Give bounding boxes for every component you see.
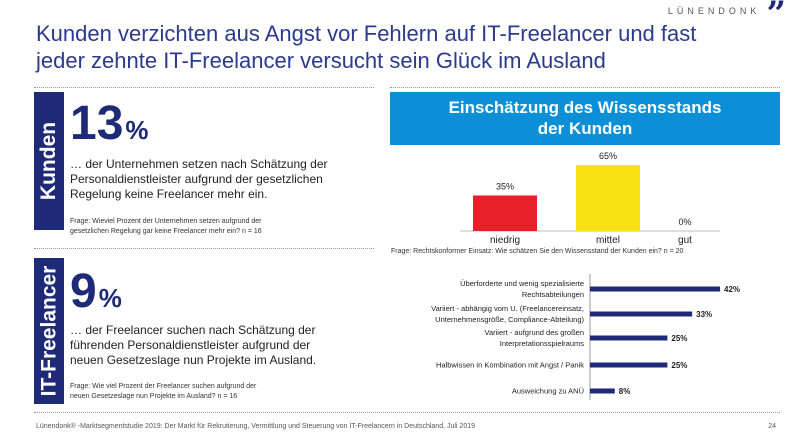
hbar-category-label: Variiert - abhängig vom U. (Freelancerei…: [431, 304, 584, 313]
kunden-desc-line: Personaldienstleister aufgrund der geset…: [70, 172, 323, 186]
brand-name: LÜNENDONK: [667, 6, 761, 16]
bar-mittel: [576, 165, 640, 231]
bar-category-label: niedrig: [490, 235, 520, 246]
divider-top-right: [390, 87, 780, 88]
brand-logo: LÜNENDONK ”: [667, 0, 786, 34]
divider-top-left: [34, 87, 374, 88]
hbar-category-label: Interpretationsspielraums: [500, 339, 584, 348]
freelancer-value: 9: [70, 265, 97, 318]
hbar-value-label: 25%: [671, 361, 687, 370]
bar-value-label: 65%: [599, 151, 617, 161]
hbar: [590, 286, 720, 292]
kunden-big-number: 13 %: [70, 100, 149, 148]
hbar-value-label: 42%: [724, 285, 740, 294]
kunden-desc-line: Regelung keine Freelancer mehr ein.: [70, 187, 268, 201]
chart-title-line-1: Einschätzung des Wissensstands: [448, 98, 722, 117]
kunden-description: … der Unternehmen setzen nach Schätzung …: [70, 157, 370, 202]
kunden-question-line: gesetzlichen Regelung gar keine Freelanc…: [70, 228, 262, 235]
freelancer-unit: %: [98, 283, 122, 313]
freelancer-question: Frage: Wie viel Prozent der Freelancer s…: [70, 382, 380, 402]
page-headline: Kunden verzichten aus Angst vor Fehlern …: [36, 20, 736, 74]
hbar-value-label: 33%: [696, 310, 712, 319]
footer-source: Lünendonk® -Marktsegmentstudie 2019: Der…: [36, 423, 476, 430]
hbar: [590, 362, 668, 368]
divider-middle-left: [34, 248, 374, 249]
kunden-unit: %: [125, 115, 149, 145]
hbar-category-label: Halbwissen in Kombination mit Angst / Pa…: [436, 361, 584, 370]
hbar-value-label: 25%: [671, 334, 687, 343]
kunden-question: Frage: Wieviel Prozent der Unternehmen s…: [70, 217, 380, 237]
brand-quote-mark: ”: [766, 0, 786, 34]
bar-value-label: 35%: [496, 181, 514, 191]
hbar-category-label: Variiert - aufgrund des großen: [485, 328, 585, 337]
kunden-question-line: Frage: Wieviel Prozent der Unternehmen s…: [70, 218, 262, 225]
kunden-value: 13: [70, 97, 124, 150]
hbar: [590, 388, 615, 394]
kunden-desc-line: … der Unternehmen setzen nach Schätzung …: [70, 157, 328, 171]
freelancer-description: … der Freelancer suchen nach Schätzung d…: [70, 323, 370, 368]
hbar-category-label: Ausweichung zu ANÜ: [512, 387, 584, 396]
page-number: 24: [768, 423, 776, 430]
freelancer-tab-label: IT-Freelancer: [37, 265, 61, 397]
hbar-value-label: 8%: [619, 387, 631, 396]
freelancer-big-number: 9 %: [70, 268, 122, 316]
hbar-category-label: Rechtsabteilungen: [522, 290, 584, 299]
divider-bottom: [34, 412, 780, 413]
bar-niedrig: [473, 195, 537, 231]
hbar-category-label: Unternehmensgröße, Compliance-Abteilung): [435, 315, 584, 324]
reasons-bar-chart: 42% Überforderte und wenig spezialisierte…: [431, 274, 740, 400]
hbar-category-label: Überforderte und wenig spezialisierte: [460, 279, 584, 288]
headline-line-1: Kunden verzichten aus Angst vor Fehlern …: [36, 21, 697, 46]
freelancer-desc-line: führenden Personaldienstleister aufgrund…: [70, 338, 311, 352]
bar-value-label: 0%: [678, 217, 691, 227]
kunden-tab-label: Kunden: [37, 121, 60, 201]
hbar: [590, 311, 693, 317]
headline-line-2: jeder zehnte IT-Freelancer versucht sein…: [36, 48, 606, 73]
hbar: [590, 335, 668, 341]
chart-title: Einschätzung des Wissensstands der Kunde…: [390, 92, 780, 145]
freelancer-question-line: neuen Gesetzeslage nun Projekte im Ausla…: [70, 393, 238, 400]
bar-category-label: gut: [678, 235, 692, 246]
freelancer-question-line: Frage: Wie viel Prozent der Freelancer s…: [70, 383, 257, 390]
freelancer-desc-line: neuen Gesetzeslage nun Projekte im Ausla…: [70, 353, 317, 367]
bar-category-label: mittel: [596, 235, 620, 246]
chart-title-line-2: der Kunden: [537, 119, 633, 138]
freelancer-desc-line: … der Freelancer suchen nach Schätzung d…: [70, 323, 316, 337]
knowledge-bar-chart: 35% niedrig 65% mittel 0% gut: [460, 151, 720, 246]
bar-chart-question: Frage: Rechtskonformer Einsatz: Wie schä…: [391, 248, 684, 255]
kunden-tab: Kunden: [34, 92, 64, 230]
freelancer-tab: IT-Freelancer: [34, 258, 64, 404]
